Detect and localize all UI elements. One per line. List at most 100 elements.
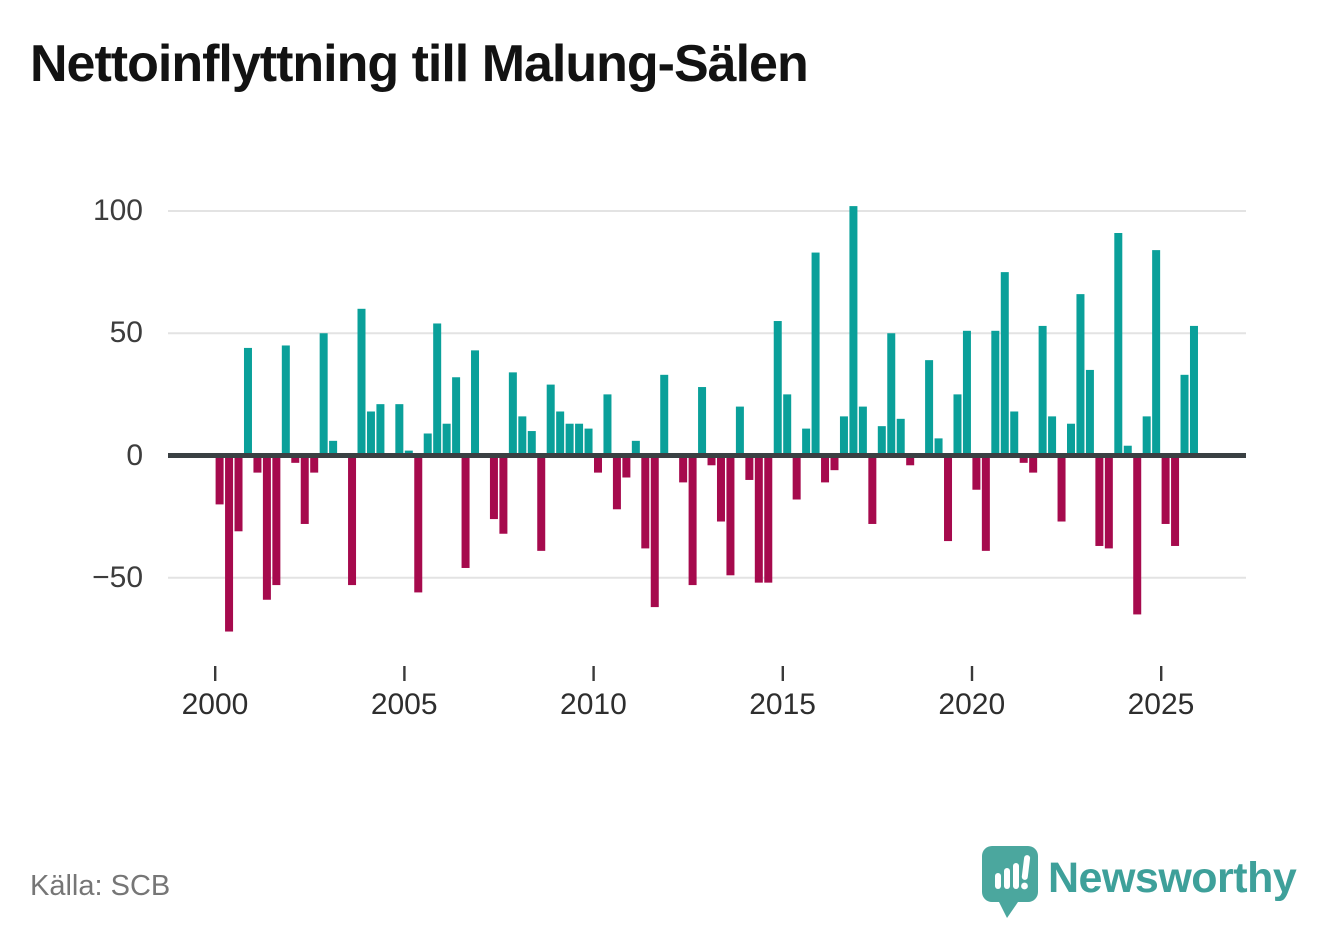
bar-2016-Q1 xyxy=(821,455,830,483)
bar-2014-Q1 xyxy=(745,455,754,480)
logo-bar-1 xyxy=(995,873,1001,889)
bar-2007-Q3 xyxy=(499,455,508,534)
y-tick-label--50: −50 xyxy=(92,560,143,594)
zero-axis-line xyxy=(168,453,1246,458)
brand-lockup: Newsworthy xyxy=(976,838,1306,922)
bar-2018-Q1 xyxy=(896,418,905,456)
bar-2005-Q2 xyxy=(414,455,423,593)
bar-2023-Q1 xyxy=(1085,369,1094,456)
bar-2004-Q1 xyxy=(366,411,375,456)
x-tick-2015 xyxy=(781,666,784,681)
bar-2011-Q1 xyxy=(631,440,640,456)
bar-2021-Q2 xyxy=(1019,455,1028,463)
bar-2008-Q4 xyxy=(546,384,555,456)
bar-2002-Q2 xyxy=(300,455,309,524)
bar-2004-Q4 xyxy=(395,404,404,456)
bar-2011-Q3 xyxy=(650,455,659,608)
bar-2011-Q2 xyxy=(641,455,650,549)
bar-2003-Q4 xyxy=(357,308,366,456)
bar-2015-Q1 xyxy=(783,394,792,456)
bar-2006-Q1 xyxy=(442,423,451,456)
y-tick-label-0: 0 xyxy=(126,438,143,472)
bar-2023-Q3 xyxy=(1104,455,1113,549)
bar-2014-Q3 xyxy=(764,455,773,583)
bar-2019-Q2 xyxy=(944,455,953,542)
bar-2021-Q1 xyxy=(1010,411,1019,456)
bar-2012-Q4 xyxy=(698,387,707,456)
bar-2020-Q3 xyxy=(991,330,1000,456)
bar-2010-Q1 xyxy=(594,455,602,473)
bar-2005-Q4 xyxy=(433,323,442,456)
bar-2024-Q3 xyxy=(1142,416,1151,456)
bar-2023-Q2 xyxy=(1095,455,1104,546)
bar-2022-Q2 xyxy=(1057,455,1066,522)
y-tick-label-50: 50 xyxy=(109,316,143,350)
bar-2014-Q2 xyxy=(754,455,763,583)
bar-2021-Q4 xyxy=(1038,325,1047,456)
bar-2006-Q3 xyxy=(461,455,470,568)
bar-2016-Q4 xyxy=(849,206,858,456)
bar-2024-Q4 xyxy=(1152,250,1161,456)
bar-2000-Q3 xyxy=(234,455,243,532)
bar-2017-Q2 xyxy=(868,455,877,524)
x-tick-2010 xyxy=(592,666,595,681)
x-tick-label-2020: 2020 xyxy=(938,688,1006,721)
x-tick-label-2000: 2000 xyxy=(181,688,249,721)
bar-2001-Q3 xyxy=(272,455,281,586)
bar-2017-Q1 xyxy=(858,406,867,456)
y-tick-label-100: 100 xyxy=(92,194,143,227)
bar-2013-Q3 xyxy=(726,455,735,576)
bar-2003-Q1 xyxy=(329,440,338,456)
bar-2018-Q4 xyxy=(925,360,934,456)
bar-2003-Q3 xyxy=(348,455,357,586)
bar-2023-Q4 xyxy=(1114,233,1123,456)
bar-2024-Q1 xyxy=(1123,445,1132,456)
x-tick-label-2005: 2005 xyxy=(370,688,438,721)
bar-2009-Q4 xyxy=(584,428,593,456)
bar-2020-Q4 xyxy=(1000,272,1009,456)
x-tick-2000 xyxy=(214,666,217,681)
bar-2005-Q3 xyxy=(423,433,432,456)
bar-2015-Q2 xyxy=(792,455,801,500)
bar-2013-Q1 xyxy=(707,455,716,466)
bar-2012-Q3 xyxy=(688,455,697,586)
bar-2000-Q2 xyxy=(225,455,234,632)
bar-2025-Q2 xyxy=(1171,455,1180,546)
bar-2004-Q2 xyxy=(376,404,385,456)
bar-2014-Q4 xyxy=(773,321,782,456)
bar-2016-Q2 xyxy=(830,455,839,471)
bar-2008-Q2 xyxy=(527,431,536,456)
newsworthy-logo-icon xyxy=(982,846,1038,918)
bar-2008-Q3 xyxy=(537,455,546,551)
bar-2002-Q3 xyxy=(310,455,319,473)
bar-2022-Q3 xyxy=(1067,423,1075,456)
bar-2007-Q2 xyxy=(489,455,498,520)
bar-2010-Q2 xyxy=(603,394,612,456)
logo-bar-2 xyxy=(1004,868,1010,889)
bar-2009-Q2 xyxy=(565,423,574,456)
x-tick-2020 xyxy=(970,666,974,681)
x-tick-2025 xyxy=(1160,666,1163,681)
bar-2011-Q4 xyxy=(660,374,669,456)
bar-2002-Q4 xyxy=(319,333,328,456)
bar-2020-Q2 xyxy=(981,455,990,551)
bar-2013-Q2 xyxy=(716,455,725,522)
bar-2024-Q2 xyxy=(1133,455,1142,615)
bar-2010-Q4 xyxy=(622,455,631,478)
x-tick-label-2015: 2015 xyxy=(749,688,816,721)
logo-exclamation-dot xyxy=(1021,882,1028,890)
bar-2000-Q1 xyxy=(215,455,224,505)
chart-title: Nettoinflyttning till Malung-Sälen xyxy=(30,35,809,93)
bar-2025-Q1 xyxy=(1161,455,1170,524)
bar-2000-Q4 xyxy=(243,347,252,456)
bar-2012-Q2 xyxy=(679,455,688,483)
bar-2019-Q1 xyxy=(934,438,943,456)
bar-2025-Q3 xyxy=(1180,374,1189,456)
bar-2025-Q4 xyxy=(1189,325,1198,456)
bar-2019-Q4 xyxy=(962,330,971,456)
x-tick-label-2025: 2025 xyxy=(1127,688,1195,721)
logo-bar-3 xyxy=(1013,863,1019,889)
bar-2006-Q2 xyxy=(452,377,461,456)
